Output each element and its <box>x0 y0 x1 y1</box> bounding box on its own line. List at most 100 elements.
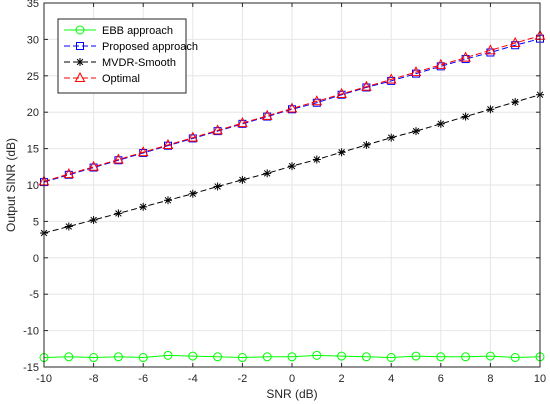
data-point <box>287 352 297 362</box>
data-point <box>139 202 148 211</box>
plot-frame <box>43 2 541 368</box>
legend-marker <box>76 58 84 66</box>
legend-label: EBB approach <box>102 25 173 37</box>
series-line <box>43 38 541 183</box>
legend-item: Optimal <box>64 71 140 85</box>
data-point <box>263 169 272 178</box>
data-point <box>262 352 272 362</box>
legend-item: MVDR-Smooth <box>64 57 176 69</box>
y-tick-label: -5 <box>29 289 39 301</box>
data-point <box>412 127 420 136</box>
y-tick-label: 15 <box>27 144 39 156</box>
data-point <box>163 350 173 360</box>
legend-label: Optimal <box>102 73 140 85</box>
series-optimal <box>38 29 546 186</box>
legend-label: Proposed approach <box>102 41 198 53</box>
data-point <box>113 153 124 164</box>
x-tick-label: 4 <box>388 373 394 385</box>
data-point <box>435 58 447 69</box>
x-tick-label: -6 <box>138 373 148 385</box>
legend-box <box>57 18 187 94</box>
data-point <box>410 66 422 77</box>
data-point <box>387 133 396 142</box>
data-point <box>162 138 174 149</box>
legend: EBB approach Proposed approach MVDR-Smooth… <box>57 18 198 94</box>
data-point <box>362 140 371 149</box>
data-point <box>213 182 222 191</box>
x-tick-label: 2 <box>339 373 345 385</box>
data-point <box>337 351 347 361</box>
legend-marker <box>74 71 86 82</box>
data-point <box>385 73 397 84</box>
data-point <box>212 124 223 135</box>
legend-item: Proposed approach <box>64 41 198 53</box>
data-point <box>138 353 148 363</box>
y-tick-label: 30 <box>27 34 39 46</box>
y-tick-label: 35 <box>27 0 39 10</box>
data-point <box>88 160 99 171</box>
data-point <box>288 162 296 171</box>
legend-label: MVDR-Smooth <box>102 57 176 69</box>
data-point <box>461 352 471 362</box>
data-point <box>213 352 223 362</box>
data-point <box>486 105 495 114</box>
data-point <box>137 146 149 157</box>
data-point <box>89 353 99 363</box>
x-tick-label: -4 <box>188 373 198 385</box>
data-point <box>261 109 273 120</box>
y-tick-label: 0 <box>33 253 39 265</box>
y-tick-label: 25 <box>27 71 39 83</box>
data-point <box>237 117 248 128</box>
data-point <box>113 352 123 362</box>
series-line <box>43 354 541 359</box>
data-point <box>336 87 347 98</box>
data-point <box>188 189 197 198</box>
data-point <box>64 222 73 231</box>
data-point <box>411 351 421 361</box>
data-point <box>238 175 247 184</box>
legend-marker <box>75 25 85 35</box>
y-tick-label: 10 <box>27 180 39 192</box>
data-point <box>114 209 123 218</box>
data-point <box>510 353 520 363</box>
data-point <box>485 351 495 361</box>
y-tick-label: 5 <box>33 216 39 228</box>
data-point <box>511 98 520 107</box>
legend-marker <box>76 42 84 50</box>
y-tick-label: -15 <box>23 362 39 374</box>
y-axis-label: Output SINR (dB) <box>4 138 18 232</box>
x-tick-label: -10 <box>36 373 52 385</box>
data-point <box>187 131 199 142</box>
data-point <box>237 353 247 363</box>
data-point <box>509 36 521 48</box>
data-point <box>485 44 496 55</box>
data-point <box>312 350 322 360</box>
data-point <box>164 196 172 205</box>
y-tick-label: -10 <box>23 326 39 338</box>
data-point <box>286 102 298 113</box>
x-tick-label: 0 <box>289 373 295 385</box>
data-point <box>436 119 445 128</box>
data-point <box>89 215 98 224</box>
data-point <box>361 352 371 362</box>
data-point <box>386 353 396 363</box>
legend-item: EBB approach <box>64 25 173 37</box>
data-point <box>460 51 471 62</box>
data-point <box>436 352 446 362</box>
x-tick-label: 8 <box>487 373 493 385</box>
x-tick-label: -8 <box>89 373 99 385</box>
data-point <box>337 148 346 157</box>
data-point <box>188 351 198 361</box>
data-point <box>63 168 75 179</box>
data-point <box>312 155 321 164</box>
x-tick-label: 6 <box>438 373 444 385</box>
data-point <box>64 352 74 362</box>
x-axis-label: SNR (dB) <box>266 387 317 401</box>
x-tick-label: 10 <box>534 373 546 385</box>
series-mvdr-smooth <box>40 90 544 238</box>
x-tick-label: -2 <box>238 373 248 385</box>
data-point <box>461 112 470 121</box>
series-ebb-approach <box>39 350 545 363</box>
